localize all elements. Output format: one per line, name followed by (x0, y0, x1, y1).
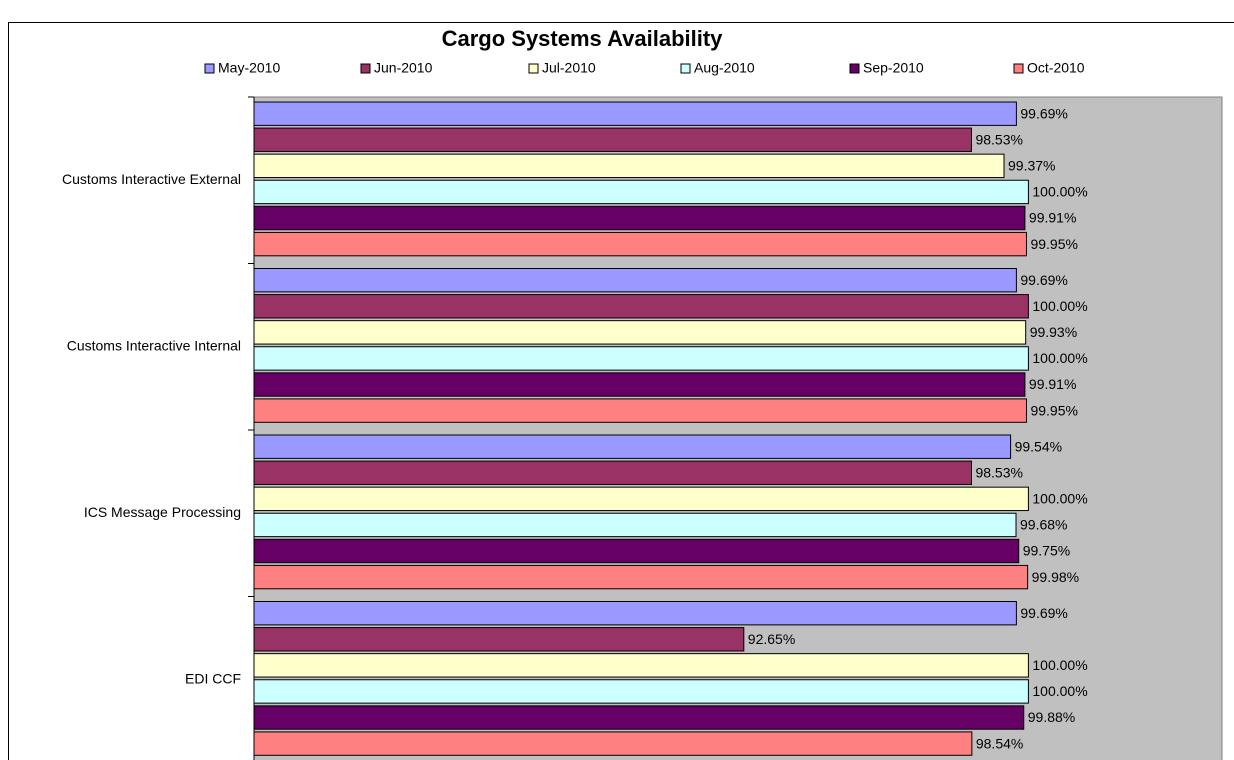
bar (253, 346, 1029, 371)
chart-title: Cargo Systems Availability (442, 26, 724, 51)
bar (253, 268, 1017, 293)
bar (253, 294, 1029, 319)
value-label: 99.69% (1020, 272, 1067, 288)
legend-swatch (680, 63, 691, 74)
value-label: 100.00% (1032, 683, 1087, 699)
legend-label: Aug-2010 (694, 60, 755, 76)
bar (253, 127, 972, 152)
bar (253, 653, 1029, 678)
value-label: 99.95% (1030, 402, 1077, 418)
legend-label: May-2010 (218, 60, 280, 76)
value-label: 99.95% (1030, 236, 1077, 252)
value-label: 99.54% (1015, 438, 1062, 454)
bar (253, 205, 1026, 231)
bar (253, 512, 1017, 538)
bar (253, 538, 1020, 564)
bar (253, 705, 1025, 730)
legend-label: Jun-2010 (374, 60, 433, 76)
bar (253, 627, 745, 652)
bar (253, 601, 1017, 626)
value-label: 99.98% (1032, 569, 1079, 585)
bar (253, 231, 1027, 257)
legend-swatch (849, 63, 860, 74)
legend-label: Sep-2010 (863, 60, 924, 76)
legend-label: Oct-2010 (1027, 60, 1085, 76)
legend-swatch (204, 63, 215, 74)
bar (253, 564, 1029, 590)
value-label: 98.53% (975, 131, 1022, 147)
category-label: EDI CCF (185, 670, 241, 686)
bar (253, 679, 1029, 704)
bar (253, 434, 1012, 459)
value-label: 98.54% (976, 735, 1023, 751)
bar (253, 398, 1027, 423)
bar (253, 460, 972, 485)
value-label: 99.91% (1029, 210, 1076, 226)
value-label: 98.53% (975, 464, 1022, 480)
value-label: 100.00% (1032, 657, 1087, 673)
value-label: 100.00% (1032, 350, 1087, 366)
legend-label: Jul-2010 (542, 60, 596, 76)
category-label: Customs Interactive Internal (67, 337, 241, 353)
bar (253, 486, 1029, 512)
value-label: 99.75% (1023, 543, 1070, 559)
value-label: 92.65% (748, 631, 795, 647)
legend-swatch (1013, 63, 1024, 74)
value-label: 99.68% (1020, 517, 1067, 533)
value-label: 99.69% (1020, 105, 1067, 121)
bar (253, 731, 973, 756)
bar (253, 179, 1029, 205)
value-label: 100.00% (1032, 184, 1087, 200)
value-label: 99.88% (1028, 709, 1075, 725)
bar (253, 320, 1027, 345)
value-label: 99.37% (1008, 158, 1055, 174)
bar (253, 153, 1005, 179)
value-label: 99.91% (1029, 376, 1076, 392)
value-label: 99.93% (1030, 324, 1077, 340)
value-label: 99.69% (1020, 605, 1067, 621)
legend-swatch (528, 63, 539, 74)
value-label: 100.00% (1032, 491, 1087, 507)
category-label: ICS Message Processing (84, 504, 241, 520)
bar (253, 101, 1017, 126)
value-label: 100.00% (1032, 298, 1087, 314)
legend-swatch (360, 63, 371, 74)
category-label: Customs Interactive External (62, 171, 241, 187)
bar (253, 372, 1026, 397)
